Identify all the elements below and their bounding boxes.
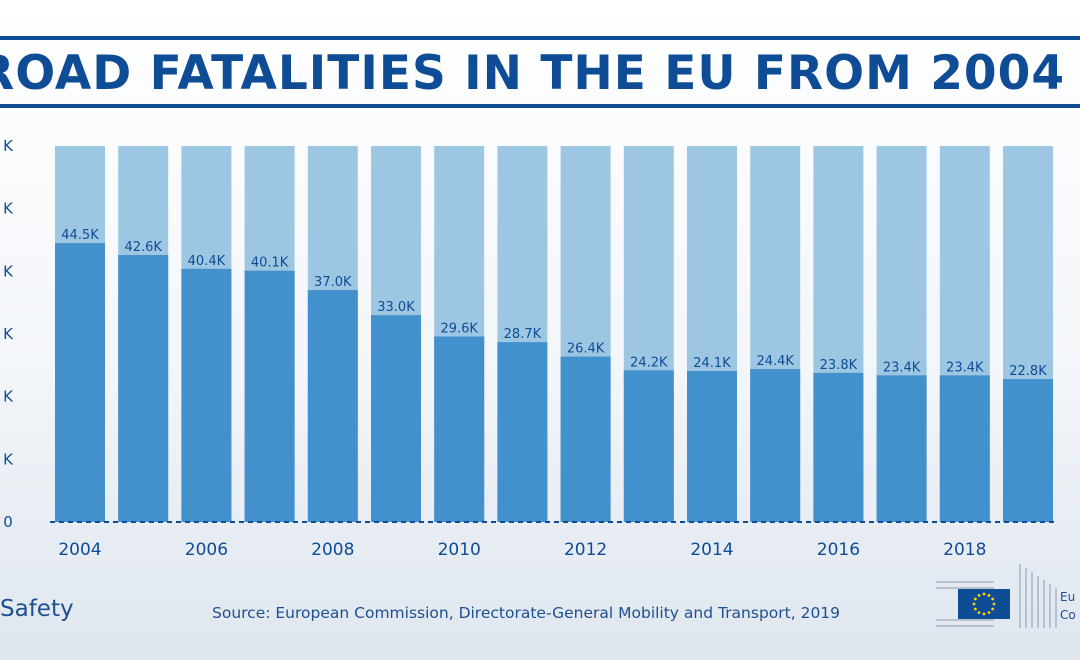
bar — [939, 375, 990, 522]
x-tick-label: 2006 — [185, 540, 228, 560]
eu-star-icon — [973, 607, 977, 611]
data-label: 23.4K — [946, 360, 984, 375]
data-label: 40.1K — [251, 256, 289, 271]
bar — [1003, 379, 1053, 522]
bar — [813, 372, 864, 522]
x-tick-label: 2016 — [817, 540, 860, 560]
bar — [244, 270, 295, 522]
logo-text-line-1: Eu — [1060, 590, 1076, 604]
bar — [687, 370, 737, 522]
y-tick-label: K — [3, 262, 14, 280]
eu-star-icon — [992, 602, 996, 606]
logo-text-line-2: Co — [1060, 608, 1076, 622]
data-label: 29.6K — [440, 322, 478, 337]
data-label: 33.0K — [377, 300, 415, 315]
data-label: 26.4K — [567, 342, 605, 357]
eu-star-icon — [982, 592, 986, 596]
data-label: 28.7K — [504, 327, 542, 342]
eu-star-icon — [991, 597, 995, 601]
data-label: 40.4K — [188, 254, 226, 269]
eu-star-icon — [977, 611, 981, 615]
x-tick-label: 2014 — [690, 540, 733, 560]
x-tick-label: 2008 — [311, 540, 354, 560]
data-label: 23.4K — [883, 360, 921, 375]
data-label: 22.8K — [1009, 364, 1047, 379]
bar — [560, 356, 611, 522]
y-tick-label: K — [3, 450, 14, 468]
bar — [55, 243, 105, 522]
data-label: 24.1K — [693, 356, 731, 371]
eu-star-icon — [991, 607, 995, 611]
data-label: 42.6K — [124, 240, 162, 255]
data-label: 24.4K — [756, 354, 794, 369]
y-tick-label: K — [3, 200, 14, 218]
bar — [623, 370, 674, 522]
bar — [434, 336, 485, 522]
eu-star-icon — [987, 611, 991, 615]
source-note: Source: European Commission, Directorate… — [212, 604, 841, 622]
y-tick-label: K — [3, 325, 14, 343]
x-tick-label: 2010 — [438, 540, 481, 560]
bar — [750, 369, 801, 522]
eu-star-icon — [973, 597, 977, 601]
bar — [307, 290, 358, 522]
bar — [876, 375, 927, 522]
footer-left-label: Safety — [0, 596, 74, 622]
y-tick-label: K — [3, 388, 14, 406]
eu-star-icon — [982, 612, 986, 616]
data-label: 24.2K — [630, 355, 668, 370]
bar — [371, 315, 421, 522]
x-tick-label: 2012 — [564, 540, 607, 560]
bar — [181, 268, 232, 522]
title-band: ROAD FATALITIES IN THE EU FROM 2004 TO 2… — [0, 36, 1080, 108]
bar — [118, 255, 169, 523]
bar-chart: 0 K K K K K K 44.5K 2004 42.6K 40.4K 2006 40.1K 37.0K… — [3, 137, 1056, 560]
eu-star-icon — [972, 602, 976, 606]
y-tick-label: 0 — [3, 513, 13, 531]
logo-text: Eu Co — [1060, 588, 1076, 624]
eu-star-icon — [977, 593, 981, 597]
data-label: 23.8K — [820, 358, 858, 373]
x-tick-label: 2004 — [58, 540, 101, 560]
x-tick-label: 2018 — [943, 540, 986, 560]
european-commission-logo-icon — [936, 564, 1057, 628]
eu-star-icon — [987, 593, 991, 597]
data-label: 37.0K — [314, 275, 352, 290]
bar — [497, 342, 548, 522]
y-tick-label: K — [3, 137, 14, 155]
chart-title: ROAD FATALITIES IN THE EU FROM 2004 TO 2… — [0, 46, 1080, 101]
data-label: 44.5K — [61, 228, 99, 243]
